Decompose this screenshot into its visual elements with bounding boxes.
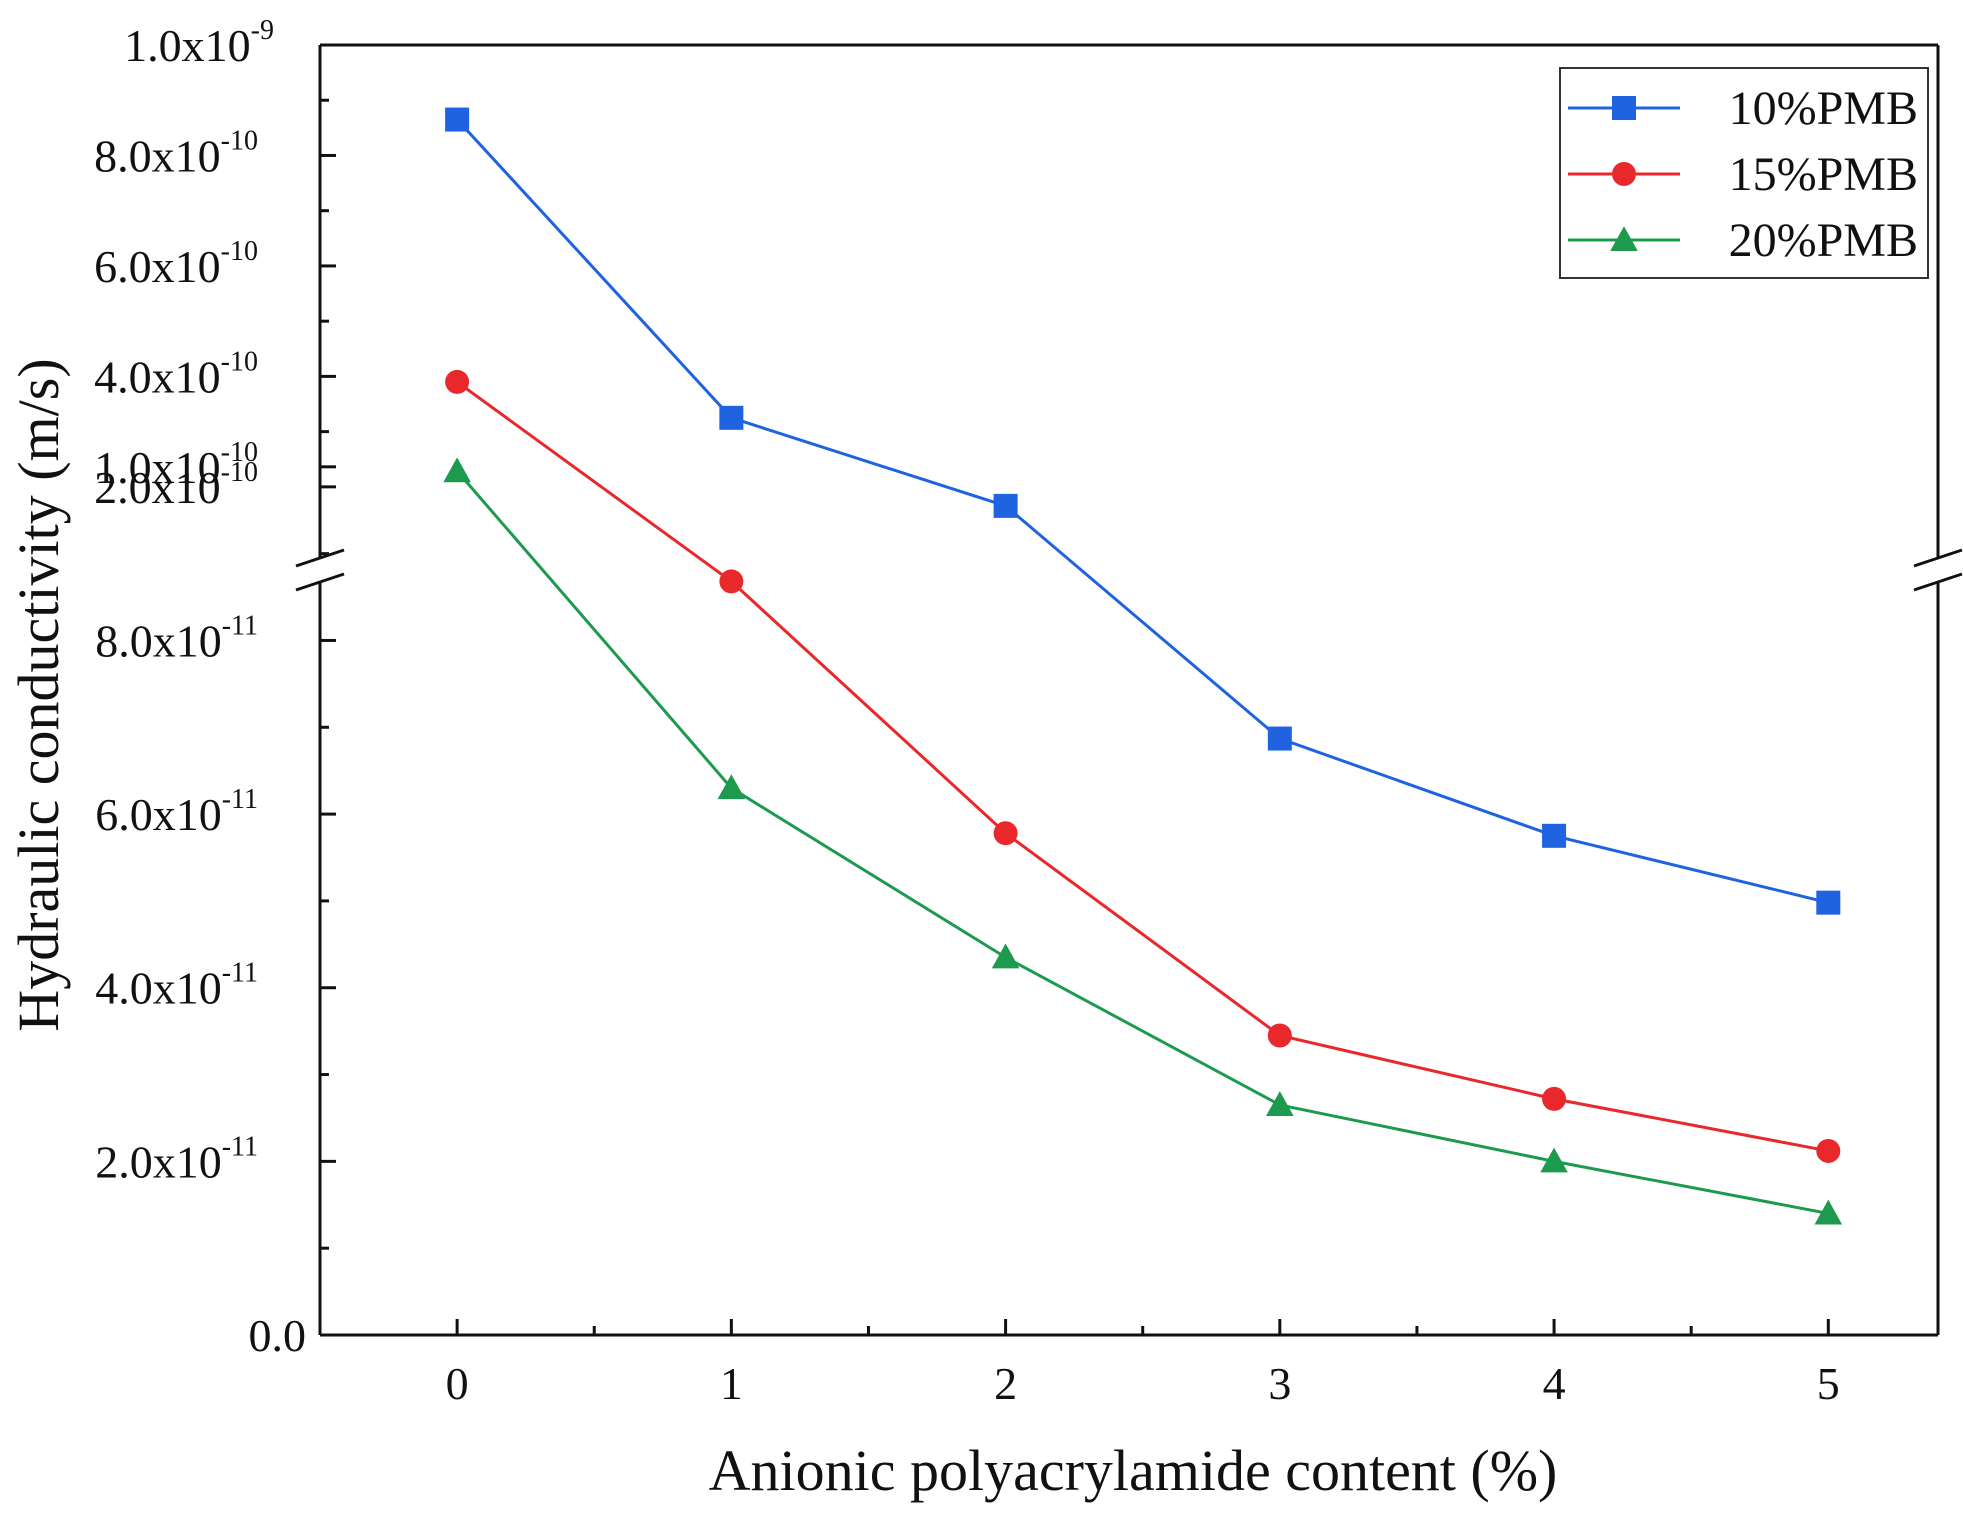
y-tick-label: 1.0x10-10 [94, 437, 258, 493]
y-tick-label: 2.0x10-10 [94, 457, 258, 513]
data-point [1542, 1086, 1567, 1111]
series-line [455, 470, 1829, 1215]
axis-break-mark-right [1913, 548, 1963, 568]
data-point [1540, 1147, 1568, 1173]
y-tick-label: 4.0x10-11 [95, 958, 258, 1014]
legend-label: 10%PMB [1729, 82, 1918, 135]
x-tick-label: 4 [1543, 1358, 1566, 1409]
y-axis-title: Hydraulic conductivity (m/s) [6, 358, 71, 1031]
legend-entry: 15%PMB [1568, 148, 1918, 201]
data-point [719, 405, 744, 430]
axis-break-mark-left [295, 548, 345, 568]
data-point [443, 457, 471, 483]
data-point [993, 821, 1018, 846]
data-point [1267, 1023, 1292, 1048]
legend-entry: 20%PMB [1568, 214, 1918, 267]
legend-marker [1612, 162, 1636, 186]
y-tick-label: 4.0x10-10 [94, 346, 258, 402]
x-tick-label: 5 [1817, 1358, 1840, 1409]
legend: 10%PMB 15%PMB 20%PMB [1559, 67, 1929, 279]
legend-entry: 10%PMB [1568, 82, 1918, 135]
data-point [1266, 1091, 1294, 1116]
x-tick-label: 3 [1268, 1358, 1291, 1409]
series-layer [443, 107, 1843, 1225]
y-tick-label: 6.0x10-11 [95, 784, 258, 840]
data-point [1542, 823, 1567, 848]
data-point [1267, 726, 1292, 751]
data-point [993, 493, 1018, 518]
data-point [445, 369, 470, 394]
data-point [717, 774, 746, 800]
data-point [1814, 1199, 1843, 1225]
data-point [1816, 890, 1841, 915]
legend-marker [1610, 226, 1638, 252]
y-tick-label: 0.0 [249, 1310, 307, 1361]
y-tick-label: 1.0x10-9 [124, 15, 274, 71]
series-10%PMB [445, 107, 1841, 915]
y-tick-label: 8.0x10-10 [94, 125, 258, 181]
y-tick-label: 6.0x10-10 [94, 236, 258, 292]
axis-break-mark-right [1913, 572, 1963, 592]
legend-label: 15%PMB [1729, 148, 1918, 201]
x-tick-label: 2 [994, 1358, 1017, 1409]
series-line [456, 380, 1829, 1153]
x-tick-label: 0 [446, 1358, 469, 1409]
data-point [1816, 1138, 1841, 1163]
legend-marker [1612, 96, 1636, 120]
data-point [719, 569, 744, 594]
series-20%PMB [443, 457, 1843, 1225]
series-15%PMB [445, 369, 1841, 1163]
data-point [445, 107, 470, 132]
axis-break-mark-left [295, 572, 345, 592]
y-tick-label: 8.0x10-11 [95, 610, 258, 666]
y-tick-label: 2.0x10-11 [95, 1131, 258, 1187]
legend-label: 20%PMB [1729, 214, 1918, 267]
series-line [456, 118, 1829, 905]
axes: 0.0 2.0x10-11 4.0x10-11 6.0x10-11 8.0x10-11 1… [94, 15, 1963, 1409]
x-axis-title: Anionic polyacrylamide content (%) [709, 1438, 1558, 1503]
data-point [991, 943, 1020, 969]
x-tick-label: 1 [720, 1358, 743, 1409]
